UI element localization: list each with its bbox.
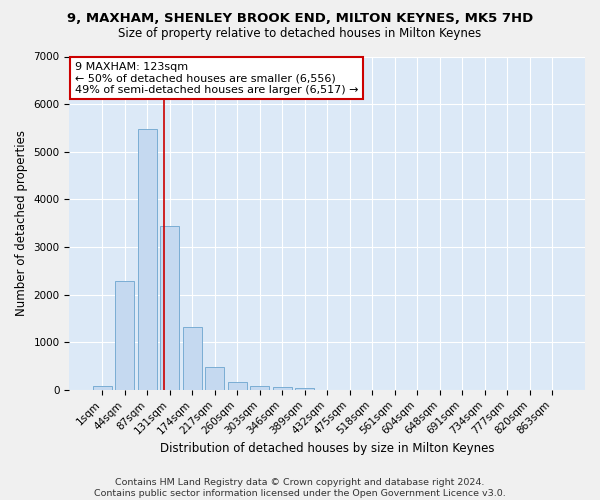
- Text: 9, MAXHAM, SHENLEY BROOK END, MILTON KEYNES, MK5 7HD: 9, MAXHAM, SHENLEY BROOK END, MILTON KEY…: [67, 12, 533, 26]
- Text: Contains HM Land Registry data © Crown copyright and database right 2024.
Contai: Contains HM Land Registry data © Crown c…: [94, 478, 506, 498]
- Bar: [93, 386, 112, 390]
- Bar: [250, 386, 269, 390]
- Bar: [205, 368, 224, 390]
- Bar: [160, 226, 179, 390]
- Bar: [138, 129, 157, 390]
- Bar: [115, 282, 134, 390]
- Bar: [295, 388, 314, 390]
- Bar: [183, 327, 202, 390]
- Bar: [228, 382, 247, 390]
- Text: 9 MAXHAM: 123sqm
← 50% of detached houses are smaller (6,556)
49% of semi-detach: 9 MAXHAM: 123sqm ← 50% of detached house…: [74, 62, 358, 94]
- Y-axis label: Number of detached properties: Number of detached properties: [15, 130, 28, 316]
- X-axis label: Distribution of detached houses by size in Milton Keynes: Distribution of detached houses by size …: [160, 442, 494, 455]
- Text: Size of property relative to detached houses in Milton Keynes: Size of property relative to detached ho…: [118, 28, 482, 40]
- Bar: [272, 387, 292, 390]
